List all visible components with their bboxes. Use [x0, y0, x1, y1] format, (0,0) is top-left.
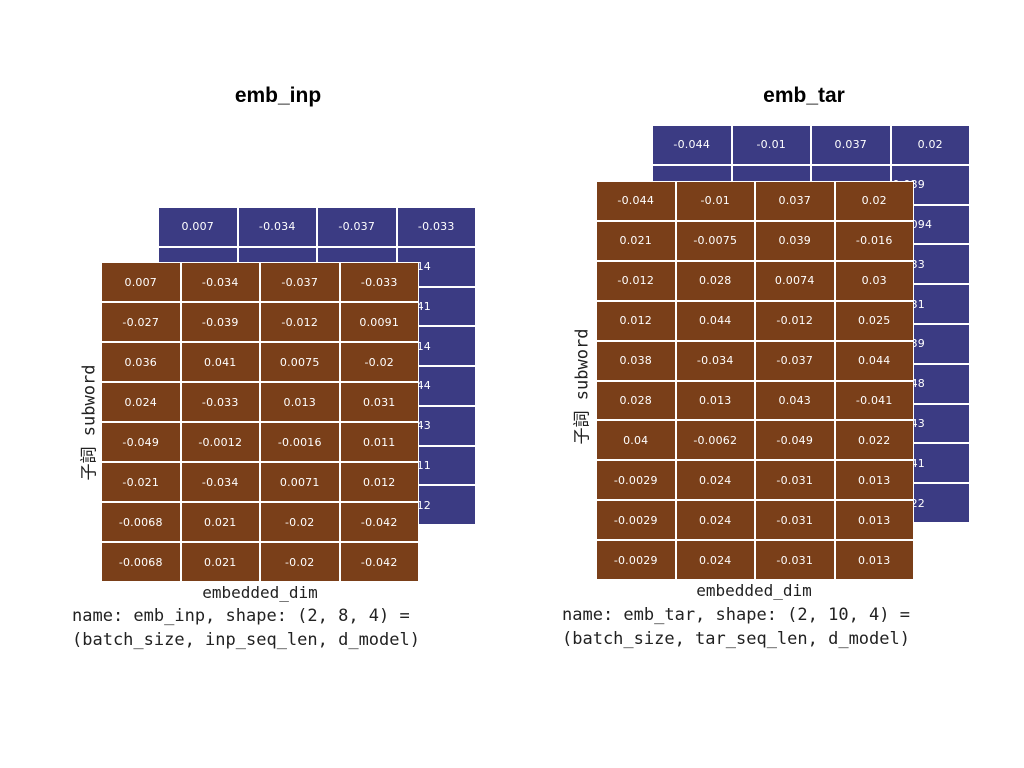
front-matrix-cell: -0.01	[676, 182, 754, 220]
front-matrix-cell: -0.033	[340, 263, 418, 301]
left-front-matrix: 0.007 -0.034 -0.037 -0.033 -0.027 -0.039 -0.01…	[101, 262, 419, 582]
front-matrix-cell: -0.037	[261, 263, 339, 301]
front-matrix-cell: 0.021	[181, 543, 259, 581]
front-matrix-cell: -0.012	[756, 301, 834, 340]
front-matrix-cell: 0.024	[676, 461, 754, 500]
front-matrix-cell: 0.013	[676, 381, 754, 420]
front-matrix-cell: 0.013	[835, 501, 913, 540]
front-matrix-cell: -0.034	[181, 263, 259, 301]
front-matrix-cell: 0.04	[597, 421, 675, 460]
left-ylabel: 子詞 subword	[79, 364, 100, 481]
front-matrix-cell: 0.037	[756, 182, 834, 220]
front-matrix-cell: -0.034	[181, 463, 259, 501]
front-matrix-cell: 0.044	[676, 301, 754, 340]
front-matrix-cell: -0.016	[835, 221, 913, 260]
right-ylabel: 子詞 subword	[572, 328, 593, 445]
front-matrix-cell: -0.0029	[597, 461, 675, 500]
front-matrix-cell: 0.013	[835, 541, 913, 579]
front-matrix-cell: 0.022	[835, 421, 913, 460]
front-matrix-cell: 0.012	[340, 463, 418, 501]
front-matrix-cell: -0.0062	[676, 421, 754, 460]
front-matrix-cell: 0.038	[597, 341, 675, 380]
back-matrix-cell: 0.02	[891, 126, 969, 164]
front-matrix-cell: -0.031	[756, 501, 834, 540]
front-matrix-cell: -0.042	[340, 503, 418, 541]
front-matrix-cell: 0.024	[676, 501, 754, 540]
front-matrix-cell: -0.031	[756, 541, 834, 579]
front-matrix-cell: -0.012	[261, 303, 339, 341]
right-caption-line2: (batch_size, tar_seq_len, d_model)	[562, 629, 910, 649]
front-matrix-cell: 0.024	[676, 541, 754, 579]
front-matrix-cell: -0.0068	[102, 503, 180, 541]
front-matrix-cell: -0.033	[181, 383, 259, 421]
back-matrix-cell: -0.037	[318, 208, 396, 246]
front-matrix-cell: 0.013	[261, 383, 339, 421]
right-caption-line1: name: emb_tar, shape: (2, 10, 4) =	[562, 605, 910, 625]
front-matrix-cell: -0.049	[756, 421, 834, 460]
front-matrix-cell: 0.043	[756, 381, 834, 420]
front-matrix-cell: 0.025	[835, 301, 913, 340]
front-matrix-cell: -0.0075	[676, 221, 754, 260]
back-matrix-cell: 0.007	[159, 208, 237, 246]
front-matrix-cell: 0.011	[340, 423, 418, 461]
left-title: emb_inp	[234, 84, 322, 107]
front-matrix-cell: 0.02	[835, 182, 913, 220]
front-matrix-cell: -0.0068	[102, 543, 180, 581]
front-matrix-cell: 0.012	[597, 301, 675, 340]
front-matrix-cell: 0.013	[835, 461, 913, 500]
front-matrix-cell: -0.02	[261, 543, 339, 581]
back-matrix-cell: -0.033	[397, 208, 475, 246]
front-matrix-cell: 0.039	[756, 221, 834, 260]
front-matrix-cell: -0.031	[756, 461, 834, 500]
front-matrix-cell: 0.0071	[261, 463, 339, 501]
front-matrix-cell: -0.0029	[597, 501, 675, 540]
front-matrix-cell: -0.049	[102, 423, 180, 461]
front-matrix-cell: -0.02	[340, 343, 418, 381]
front-matrix-cell: 0.036	[102, 343, 180, 381]
back-matrix-cell: -0.044	[653, 126, 731, 164]
front-matrix-cell: -0.039	[181, 303, 259, 341]
front-matrix-cell: 0.021	[181, 503, 259, 541]
front-matrix-cell: 0.024	[102, 383, 180, 421]
front-matrix-cell: 0.028	[597, 381, 675, 420]
front-matrix-cell: 0.041	[181, 343, 259, 381]
front-matrix-cell: -0.044	[597, 182, 675, 220]
front-matrix-cell: -0.041	[835, 381, 913, 420]
front-matrix-cell: -0.0012	[181, 423, 259, 461]
left-caption-line1: name: emb_inp, shape: (2, 8, 4) =	[72, 606, 410, 626]
front-matrix-cell: -0.02	[261, 503, 339, 541]
front-matrix-cell: -0.0016	[261, 423, 339, 461]
front-matrix-cell: 0.0074	[756, 261, 834, 300]
front-matrix-cell: 0.03	[835, 261, 913, 300]
front-matrix-cell: -0.042	[340, 543, 418, 581]
back-matrix-cell: -0.01	[732, 126, 810, 164]
front-matrix-cell: -0.021	[102, 463, 180, 501]
front-matrix-cell: 0.028	[676, 261, 754, 300]
front-matrix-cell: 0.0075	[261, 343, 339, 381]
back-matrix-cell: -0.034	[238, 208, 316, 246]
front-matrix-cell: -0.037	[756, 341, 834, 380]
right-front-matrix: -0.044 -0.01 0.037 0.02 0.021 -0.0075 0.039 -0.…	[596, 181, 914, 580]
left-caption-line2: (batch_size, inp_seq_len, d_model)	[72, 630, 420, 650]
front-matrix-cell: 0.007	[102, 263, 180, 301]
right-xlabel: embedded_dim	[696, 581, 812, 600]
front-matrix-cell: -0.012	[597, 261, 675, 300]
front-matrix-cell: -0.0029	[597, 541, 675, 579]
front-matrix-cell: 0.0091	[340, 303, 418, 341]
front-matrix-cell: 0.031	[340, 383, 418, 421]
front-matrix-cell: -0.034	[676, 341, 754, 380]
front-matrix-cell: -0.027	[102, 303, 180, 341]
right-title: emb_tar	[763, 84, 845, 107]
front-matrix-cell: 0.021	[597, 221, 675, 260]
back-matrix-cell: 0.037	[812, 126, 890, 164]
front-matrix-cell: 0.044	[835, 341, 913, 380]
left-xlabel: embedded_dim	[202, 583, 318, 602]
